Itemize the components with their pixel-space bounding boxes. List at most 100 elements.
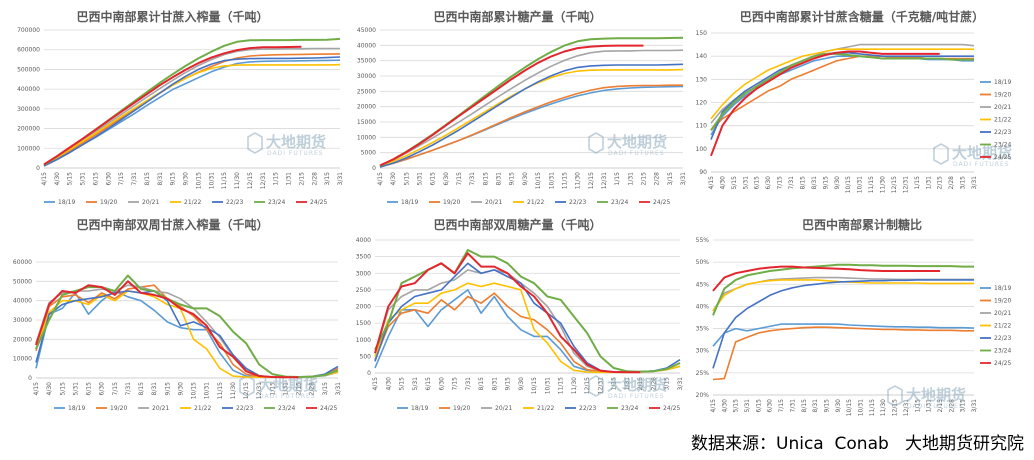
- legend-item: 22/23: [980, 129, 1011, 136]
- legend-item: 19/20: [980, 92, 1011, 99]
- x-tick-label: 8/15: [482, 172, 489, 186]
- y-tick-label: 100: [696, 146, 708, 153]
- series-line-18-19: [710, 55, 974, 136]
- y-tick-label: 15000: [357, 119, 376, 126]
- y-tick-label: 100000: [17, 145, 40, 152]
- x-tick-label: 5/31: [80, 172, 87, 186]
- legend-item: 24/25: [980, 360, 1011, 367]
- x-tick-label: 8/15: [478, 377, 485, 391]
- legend-item: 22/23: [212, 199, 243, 206]
- x-tick-label: 11/15: [217, 382, 224, 399]
- watermark-brand-en: DADI FUTURES: [259, 393, 316, 400]
- x-tick-label: 8/31: [157, 172, 164, 186]
- legend-label: 19/20: [994, 298, 1011, 305]
- x-tick-label: 7/31: [789, 399, 796, 413]
- x-tick-label: 7/15: [456, 172, 463, 186]
- y-tick-label: 20000: [357, 104, 376, 111]
- legend-item: 22/23: [222, 405, 253, 412]
- legend-item: 20/21: [980, 104, 1011, 111]
- x-tick-label: 5/15: [67, 172, 74, 186]
- chart-cumulative-cane-crushing: 巴西中南部累计甘蔗入榨量（千吨） 0 100000 200000 300000 40000…: [0, 0, 345, 215]
- x-tick-label: 11/15: [558, 377, 565, 394]
- legend-label: 18/19: [58, 199, 75, 206]
- legend-label: 22/23: [236, 405, 253, 412]
- x-tick-label: 6/15: [86, 382, 93, 396]
- x-tick-label: 1/31: [627, 172, 634, 186]
- chart-title: 巴西中南部双周糖产量（千吨）: [433, 217, 601, 232]
- series-line-20-21: [379, 49, 684, 167]
- x-tick-label: 7/31: [131, 172, 138, 186]
- watermark-brand-cn: 大地期货: [258, 376, 318, 394]
- x-tick-label: 7/15: [118, 172, 125, 186]
- series-line-24-25: [35, 280, 299, 379]
- y-tick-label: 0: [367, 370, 371, 377]
- x-tick-label: 3/31: [971, 399, 978, 413]
- series-line-21-22: [710, 48, 974, 120]
- x-tick-label: 8/15: [801, 399, 808, 413]
- x-tick-label: 12/31: [601, 172, 608, 189]
- x-tick-label: 6/30: [765, 176, 772, 190]
- x-tick-label: 1/15: [914, 399, 921, 413]
- chart-svg: 巴西中南部累计糖产量（千吨） 0 5000 10000 15000 20000 25000 3…: [357, 9, 687, 206]
- y-tick-label: 10000: [13, 356, 32, 363]
- chart-svg: 巴西中南部累计甘蔗入榨量（千吨） 0 100000 200000 300000 40000…: [17, 9, 344, 206]
- legend-label: 20/21: [142, 199, 159, 206]
- series-line-18-19: [712, 323, 975, 347]
- watermark-brand-cn: 大地期货: [266, 133, 326, 151]
- x-tick-label: 7/15: [112, 382, 119, 396]
- legend-item: 18/19: [54, 405, 85, 412]
- y-tick-label: 400000: [17, 86, 40, 93]
- chart-cumulative-sugar-mix: 巴西中南部累计制糖比 20% 25% 30% 35% 40% 45% 50% 55% 4/15 4/…: [690, 210, 1034, 425]
- x-tick-label: 6/15: [425, 377, 432, 391]
- y-tick-label: 35%: [696, 326, 710, 333]
- legend-label: 23/24: [621, 405, 638, 412]
- x-tick-label: 3/15: [667, 172, 674, 186]
- y-tick-label: 50000: [13, 278, 32, 285]
- legend-label: 21/22: [194, 405, 211, 412]
- x-tick-label: 4/30: [390, 172, 397, 186]
- series-line-23-24: [710, 52, 974, 131]
- legend-item: 19/20: [439, 405, 470, 412]
- watermark-brand-cn: 大地期货: [952, 144, 1012, 162]
- x-tick-label: 9/15: [170, 172, 177, 186]
- x-tick-label: 10/15: [531, 377, 538, 394]
- chart-svg: 巴西中南部双周甘蔗入榨量（千吨） 0 10000 20000 30000 40000 500…: [13, 217, 342, 412]
- legend-label: 23/24: [268, 199, 285, 206]
- y-tick-label: 40000: [13, 298, 32, 305]
- series-line-21-22: [374, 282, 681, 374]
- x-tick-label: 11/30: [880, 176, 887, 193]
- x-tick-label: 1/31: [282, 382, 289, 396]
- legend-item: 24/25: [306, 405, 337, 412]
- x-tick-label: 9/15: [505, 377, 512, 391]
- x-tick-label: 9/30: [518, 377, 525, 391]
- y-tick-label: 2000: [356, 304, 371, 311]
- chart-title: 巴西中南部累计糖产量（千吨）: [433, 9, 601, 24]
- y-tick-label: 120: [696, 100, 708, 107]
- x-tick-label: 1/31: [624, 377, 631, 391]
- x-tick-label: 11/30: [571, 377, 578, 394]
- y-tick-label: 55%: [696, 237, 710, 244]
- chart-title: 巴西中南部双周甘蔗入榨量（千吨）: [76, 217, 268, 232]
- legend-item: 20/21: [128, 199, 159, 206]
- legend-item: 24/25: [649, 405, 680, 412]
- legend-item: 19/20: [96, 405, 127, 412]
- legend-label: 18/19: [401, 199, 418, 206]
- watermark-brand-en: DADI FUTURES: [267, 150, 324, 157]
- x-tick-label: 9/15: [822, 176, 829, 190]
- x-tick-label: 10/15: [845, 176, 852, 193]
- y-tick-label: 45000: [357, 27, 376, 34]
- legend-item: 18/19: [980, 285, 1011, 292]
- watermark-brand-cn: 大地期货: [607, 133, 667, 151]
- series-line-22-23: [379, 63, 684, 168]
- y-tick-label: 40%: [696, 303, 710, 310]
- x-tick-label: 1/31: [926, 399, 933, 413]
- legend-item: 21/22: [980, 117, 1011, 124]
- x-tick-label: 2/28: [309, 382, 316, 396]
- x-tick-label: 10/15: [535, 172, 542, 189]
- chart-cumulative-atr: 巴西中南部累计甘蔗含糖量（千克糖/吨甘蔗） 90 100 110 120 130 140 15…: [690, 0, 1034, 215]
- legend-label: 24/25: [310, 199, 327, 206]
- x-tick-label: 9/30: [522, 172, 529, 186]
- x-tick-label: 3/31: [337, 172, 344, 186]
